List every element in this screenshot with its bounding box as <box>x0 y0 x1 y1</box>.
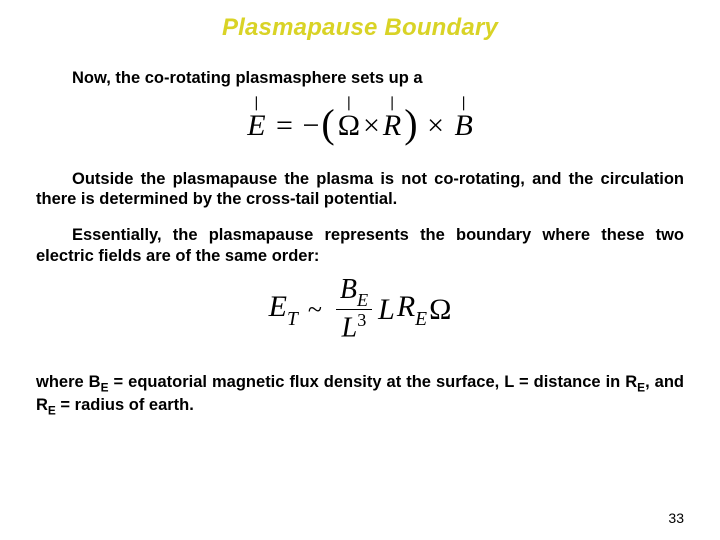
eq2-L: L <box>378 293 395 327</box>
equation-1: ❘ E = − ( ❘ Ω × ❘ R ) × ❘ B <box>36 102 684 149</box>
paragraph-3: Essentially, the plasmapause represents … <box>36 225 684 265</box>
p4-part4: = radius of earth. <box>56 396 194 414</box>
vector-arrow-icon: ❘ <box>250 95 262 109</box>
eq1-R-glyph: R <box>383 109 401 142</box>
page-number: 33 <box>668 510 684 526</box>
eq1-lhs: E <box>247 109 265 142</box>
eq2-den-L: L <box>342 313 358 344</box>
eq1-Omega-glyph: Ω <box>338 109 360 142</box>
eq2-fraction: BE L3 <box>336 275 372 343</box>
eq2-lhs: ET <box>269 290 298 329</box>
eq2-E: E <box>269 290 287 323</box>
vector-arrow-icon: ❘ <box>386 95 398 109</box>
eq1-B: ❘ B <box>453 109 473 143</box>
eq1-R: ❘ R <box>382 109 402 143</box>
eq1-equals: = <box>269 109 301 143</box>
vector-arrow-icon: ❘ <box>458 95 470 109</box>
p4-part1: where B <box>36 373 101 391</box>
eq2-numerator: BE <box>336 275 372 309</box>
eq2-E-sub: T <box>287 309 298 330</box>
p4-sub2: E <box>637 380 645 394</box>
eq1-Omega: ❘ Ω <box>337 109 361 143</box>
eq1-minus: − <box>302 109 319 143</box>
equation-2: ET ~ BE L3 L RE Ω <box>36 276 684 344</box>
eq1-cross1: × <box>363 109 380 143</box>
p4-sub3: E <box>48 403 56 417</box>
paragraph-1: Now, the co-rotating plasmasphere sets u… <box>36 68 684 88</box>
vector-arrow-icon: ❘ <box>343 95 355 109</box>
eq2-den-exp: 3 <box>357 310 366 330</box>
slide-body: Now, the co-rotating plasmasphere sets u… <box>0 68 720 418</box>
eq2-num-B: B <box>340 274 357 305</box>
eq2-Omega: Ω <box>429 293 451 327</box>
eq1-cross2: × <box>420 109 452 143</box>
eq2-tilde: ~ <box>308 295 322 325</box>
eq2-RE: RE <box>397 290 427 329</box>
eq2-denominator: L3 <box>338 311 371 343</box>
eq1-E: ❘ E <box>246 109 266 143</box>
eq2-R: R <box>397 290 415 323</box>
p4-sub1: E <box>101 380 109 394</box>
eq1-B-glyph: B <box>454 109 472 142</box>
eq2-num-sub: E <box>357 290 368 310</box>
eq1-rparen: ) <box>404 100 417 147</box>
eq1-lparen: ( <box>321 100 334 147</box>
paragraph-4: where BE = equatorial magnetic flux dens… <box>36 372 684 418</box>
p4-part2: = equatorial magnetic flux density at th… <box>109 373 638 391</box>
eq2-R-sub: E <box>415 309 427 330</box>
slide-title: Plasmapause Boundary <box>0 0 720 42</box>
paragraph-2: Outside the plasmapause the plasma is no… <box>36 169 684 209</box>
